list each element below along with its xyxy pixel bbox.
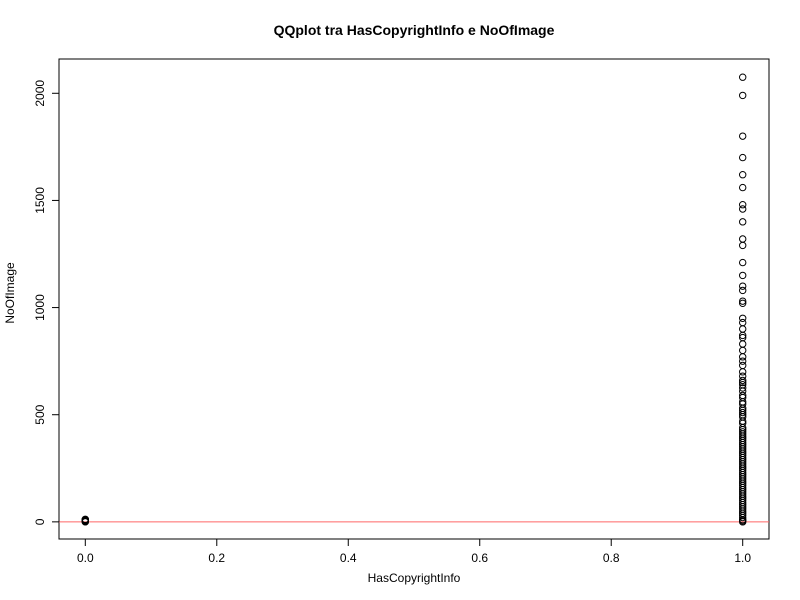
data-point xyxy=(739,353,747,361)
data-point xyxy=(739,73,747,81)
data-point xyxy=(739,318,747,327)
data-point xyxy=(739,340,747,348)
x-tick-label: 0.8 xyxy=(603,551,620,565)
data-point xyxy=(739,183,747,192)
data-point xyxy=(739,378,747,387)
data-point xyxy=(739,408,747,417)
data-point xyxy=(739,331,747,340)
data-point xyxy=(739,325,747,333)
data-point xyxy=(739,376,747,385)
data-point xyxy=(739,384,747,392)
data-point xyxy=(739,235,747,243)
data-point xyxy=(739,513,747,522)
data-point xyxy=(739,205,747,213)
plot-frame xyxy=(58,58,770,540)
data-point xyxy=(739,518,747,526)
data-point xyxy=(739,218,747,226)
chart-title: QQplot tra HasCopyrightInfo e NoOfImage xyxy=(274,22,555,38)
x-tick-label: 0.0 xyxy=(77,551,94,565)
x-axis-label: HasCopyrightInfo xyxy=(368,571,461,585)
data-point xyxy=(739,153,747,162)
data-point xyxy=(739,346,747,355)
y-axis: 0 500 1000 1500 2000 xyxy=(33,80,60,525)
x-tick-label: 0.2 xyxy=(208,551,225,565)
x-tick-label: 1.0 xyxy=(734,551,751,565)
data-point xyxy=(739,171,747,179)
data-point xyxy=(739,271,747,280)
data-point xyxy=(739,286,747,295)
y-tick-label: 0 xyxy=(33,518,47,525)
data-point xyxy=(81,515,89,523)
data-point xyxy=(739,357,747,365)
y-tick-label: 500 xyxy=(33,404,47,424)
data-point xyxy=(739,201,747,209)
y-axis-label: NoOfImage xyxy=(3,262,17,324)
data-point xyxy=(739,314,747,322)
data-point xyxy=(739,282,747,290)
data-point xyxy=(739,258,747,267)
x-tick-label: 0.6 xyxy=(471,551,488,565)
data-point xyxy=(739,241,747,250)
x-axis: 0.0 0.2 0.4 0.6 0.8 1.0 xyxy=(77,538,751,565)
y-tick-label: 2000 xyxy=(33,80,47,107)
data-point xyxy=(739,299,747,307)
x-tick-label: 0.4 xyxy=(340,551,357,565)
y-tick-label: 1000 xyxy=(33,294,47,321)
data-point xyxy=(739,132,747,140)
data-point xyxy=(739,368,747,376)
y-tick-label: 1500 xyxy=(33,187,47,214)
data-point xyxy=(739,297,747,305)
data-point xyxy=(739,361,747,370)
data-point xyxy=(739,91,747,100)
